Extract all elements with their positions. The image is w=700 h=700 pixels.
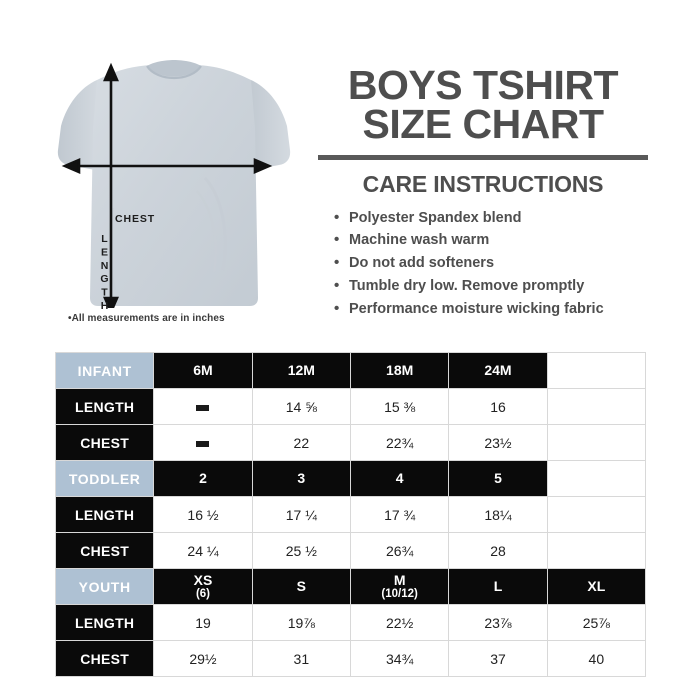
size-header-l: L [448, 568, 548, 605]
size-header-3: 3 [251, 460, 351, 497]
page-title: BOYS TSHIRT SIZE CHART [318, 62, 648, 148]
measurement-value: 29½ [153, 640, 253, 677]
category-header-infant: INFANT [54, 352, 155, 389]
size-header-xs: XS (6) [153, 568, 253, 605]
measurement-value: 15 ⅜ [349, 388, 450, 425]
measurement-value: 22¾ [349, 424, 450, 461]
measurement-value: 22½ [349, 604, 450, 641]
measurement-value: 40 [546, 640, 647, 677]
chest-measurement-label: CHEST [115, 213, 156, 225]
size-header-4: 4 [349, 460, 450, 497]
care-instructions-heading: CARE INSTRUCTIONS [362, 170, 604, 197]
empty-value-dash [196, 404, 210, 411]
empty-cell [546, 532, 647, 569]
empty-cell [546, 388, 647, 425]
care-instruction-item: Machine wash warm [334, 228, 648, 252]
measurement-footnote: •All measurements are in inches [68, 313, 225, 324]
length-arrow [103, 62, 119, 308]
title-line-2: SIZE CHART [362, 101, 605, 148]
measurement-value: 22 [251, 424, 351, 461]
measurement-value: 17 ¼ [251, 496, 351, 533]
row-header-length: LENGTH [54, 496, 155, 533]
category-header-toddler: TODDLER [54, 460, 155, 497]
row-header-chest: CHEST [54, 532, 155, 569]
size-header-xl: XL [546, 568, 647, 605]
measurement-value: 19⅞ [251, 604, 351, 641]
measurement-value: 16 ½ [153, 496, 253, 533]
measurement-value: 18¼ [448, 496, 548, 533]
tshirt-illustration [57, 60, 291, 308]
title-block: BOYS TSHIRT SIZE CHART CARE INSTRUCTIONS… [318, 62, 648, 321]
measurement-value [153, 388, 253, 425]
empty-value-dash [196, 440, 210, 447]
empty-cell [546, 424, 647, 461]
measurement-value: 31 [251, 640, 351, 677]
measurement-value: 25 ½ [251, 532, 351, 569]
category-header-youth: YOUTH [54, 568, 155, 605]
table-row: CHEST 22 22¾ 23½ [54, 424, 647, 461]
size-header-5: 5 [448, 460, 548, 497]
row-header-length: LENGTH [54, 388, 155, 425]
row-header-chest: CHEST [54, 640, 155, 677]
table-row: CHEST 29½ 31 34¾ 37 40 [54, 640, 647, 677]
measurement-value: 25⅞ [546, 604, 647, 641]
measurement-value: 28 [448, 532, 548, 569]
empty-cell [546, 496, 647, 533]
care-instruction-item: Performance moisture wicking fabric [334, 297, 648, 321]
care-instruction-item: Polyester Spandex blend [334, 206, 648, 230]
care-instructions-list: Polyester Spandex blendMachine wash warm… [318, 206, 648, 321]
table-header-row: TODDLER 2 3 4 5 [54, 460, 647, 497]
table-row: LENGTH 19 19⅞ 22½ 23⅞ 25⅞ [54, 604, 647, 641]
size-header-12m: 12M [251, 352, 351, 389]
size-header-18m: 18M [349, 352, 450, 389]
size-header-m: M (10/12) [349, 568, 450, 605]
title-divider [318, 154, 648, 160]
size-header-s: S [251, 568, 351, 605]
measurement-value: 26¾ [349, 532, 450, 569]
empty-cell [546, 460, 647, 497]
length-measurement-label: LENGTH [98, 233, 111, 314]
table-header-row: YOUTH XS (6) S M (10/12) L XL [54, 568, 647, 605]
size-table: INFANT 6M 12M 18M 24M LENGTH 14 ⅝ 15 ⅜ 16 CHEST 22… [54, 352, 647, 677]
measurement-value: 23½ [448, 424, 548, 461]
empty-cell [546, 352, 647, 389]
care-instruction-item: Tumble dry low. Remove promptly [334, 274, 648, 298]
table-row: LENGTH 16 ½ 17 ¼ 17 ¾ 18¼ [54, 496, 647, 533]
table-row: LENGTH 14 ⅝ 15 ⅜ 16 [54, 388, 647, 425]
measurement-value: 16 [448, 388, 548, 425]
row-header-chest: CHEST [54, 424, 155, 461]
row-header-length: LENGTH [54, 604, 155, 641]
title-line-1: BOYS TSHIRT [347, 62, 619, 108]
care-instruction-item: Do not add softeners [334, 251, 648, 275]
size-header-2: 2 [153, 460, 253, 497]
measurement-value: 23⅞ [448, 604, 548, 641]
size-header-6m: 6M [153, 352, 253, 389]
table-header-row: INFANT 6M 12M 18M 24M [54, 352, 647, 389]
measurement-value: 34¾ [349, 640, 450, 677]
measurement-value: 14 ⅝ [251, 388, 351, 425]
top-section: CHEST LENGTH •All measurements are in in… [0, 0, 700, 345]
table-row: CHEST 24 ¼ 25 ½ 26¾ 28 [54, 532, 647, 569]
measurement-value: 19 [153, 604, 253, 641]
chest-arrow [61, 158, 273, 174]
measurement-value: 24 ¼ [153, 532, 253, 569]
size-table-container: INFANT 6M 12M 18M 24M LENGTH 14 ⅝ 15 ⅜ 16 CHEST 22… [54, 352, 647, 677]
size-header-24m: 24M [448, 352, 548, 389]
measurement-value: 17 ¾ [349, 496, 450, 533]
measurement-value [153, 424, 253, 461]
measurement-value: 37 [448, 640, 548, 677]
tshirt-diagram: CHEST LENGTH •All measurements are in in… [55, 58, 310, 338]
